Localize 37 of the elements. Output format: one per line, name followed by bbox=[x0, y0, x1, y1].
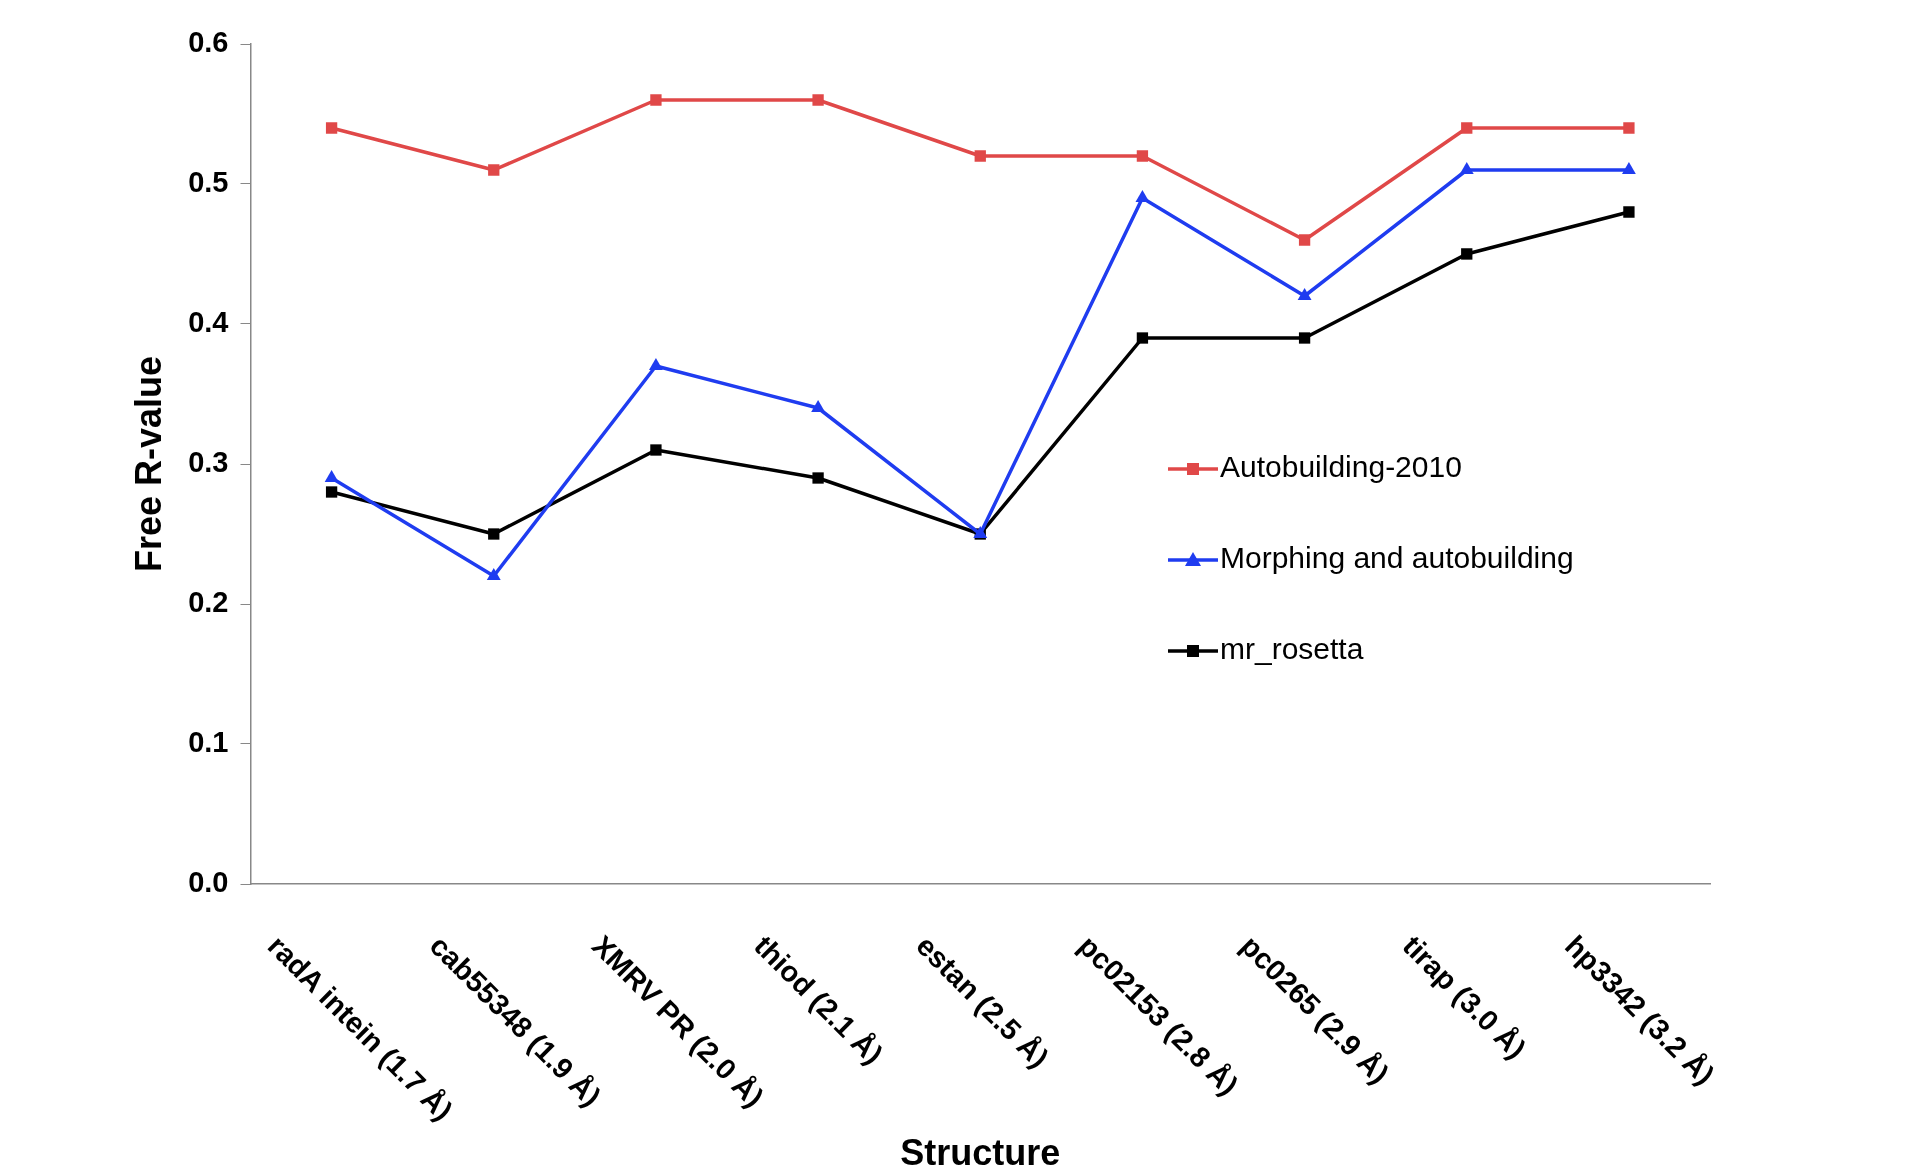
point bbox=[1136, 332, 1149, 344]
point bbox=[325, 122, 338, 134]
point bbox=[1298, 332, 1311, 344]
point bbox=[1459, 162, 1474, 174]
point bbox=[650, 94, 662, 106]
point bbox=[1621, 162, 1636, 174]
legend-label: mr_rosetta bbox=[1220, 632, 1364, 666]
point bbox=[1461, 248, 1473, 260]
legend-label: Morphing and autobuilding bbox=[1220, 541, 1574, 575]
y-tick-label: 0.0 bbox=[188, 866, 229, 898]
point bbox=[650, 444, 662, 456]
point bbox=[486, 568, 501, 580]
point bbox=[812, 472, 824, 484]
point bbox=[812, 94, 824, 106]
point bbox=[1623, 122, 1635, 134]
point bbox=[324, 470, 339, 482]
point bbox=[1298, 234, 1311, 246]
point bbox=[1135, 190, 1150, 202]
point bbox=[1297, 288, 1312, 300]
point bbox=[1623, 206, 1635, 218]
point bbox=[1461, 122, 1473, 134]
point bbox=[1136, 150, 1149, 162]
legend-label: Autobuilding-2010 bbox=[1220, 450, 1462, 484]
point bbox=[488, 528, 500, 540]
y-tick-label: 0.2 bbox=[188, 586, 229, 618]
x-axis-title: Structure bbox=[900, 1132, 1061, 1172]
y-tick-label: 0.6 bbox=[188, 26, 229, 58]
y-tick-label: 0.3 bbox=[188, 446, 229, 478]
point bbox=[974, 150, 986, 162]
point bbox=[649, 358, 663, 370]
y-tick-label: 0.1 bbox=[188, 726, 229, 758]
y-tick-label: 0.4 bbox=[188, 306, 229, 338]
point bbox=[488, 164, 500, 176]
y-tick-label: 0.5 bbox=[188, 166, 229, 198]
point bbox=[811, 400, 826, 412]
y-axis-title: Free R-value bbox=[127, 355, 169, 573]
point bbox=[325, 486, 338, 498]
